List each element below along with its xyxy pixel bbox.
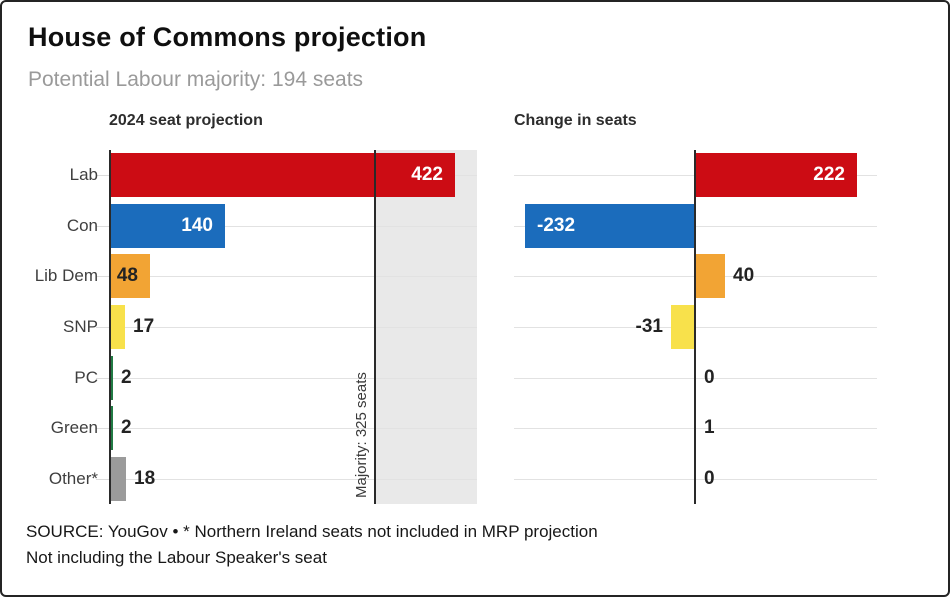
- bar-other: [111, 457, 126, 501]
- change-label-snp: -31: [635, 316, 663, 337]
- row-tick: [96, 327, 109, 328]
- category-label-other: Other*: [48, 469, 98, 488]
- change-label-pc: 0: [704, 367, 715, 388]
- footnote-text: Not including the Labour Speaker's seat: [26, 548, 327, 567]
- category-label-snp: SNP: [63, 317, 98, 336]
- category-label-green: Green: [50, 418, 98, 437]
- category-label-lab: Lab: [69, 165, 98, 184]
- change-label-lib-dem: 40: [733, 265, 755, 286]
- category-label-con: Con: [66, 216, 98, 235]
- left-chart-title: 2024 seat projection: [109, 112, 263, 129]
- gridline: [111, 276, 477, 277]
- page-subtitle: Potential Labour majority: 194 seats: [28, 68, 364, 91]
- gridline: [111, 327, 477, 328]
- value-label-snp: 17: [133, 316, 155, 337]
- value-label-green: 2: [121, 417, 132, 438]
- left-chart-axis: [109, 150, 111, 504]
- value-label-lib-dem: 48: [116, 265, 138, 286]
- value-label-lab: 422: [411, 164, 443, 185]
- row-tick: [96, 479, 109, 480]
- right-chart-axis: [694, 150, 696, 504]
- change-label-other: 0: [704, 468, 715, 489]
- gridline: [111, 226, 477, 227]
- bar-change-con: [525, 204, 694, 248]
- majority-line: [374, 150, 376, 504]
- bar-pc: [111, 356, 113, 400]
- majority-label: Majority: 325 seats: [353, 372, 370, 498]
- page-title: House of Commons projection: [28, 22, 427, 52]
- value-label-other: 18: [134, 468, 156, 489]
- category-label-pc: PC: [74, 368, 98, 387]
- right-chart-title: Change in seats: [514, 112, 637, 129]
- bar-lib-dem: [111, 254, 150, 298]
- gridline: [111, 479, 477, 480]
- row-tick: [96, 276, 109, 277]
- bar-snp: [111, 305, 125, 349]
- value-label-con: 140: [181, 215, 213, 236]
- change-label-con: -232: [537, 215, 576, 236]
- row-tick: [96, 226, 109, 227]
- row-tick: [96, 175, 109, 176]
- change-label-lab: 222: [813, 164, 845, 185]
- bar-con: [111, 204, 225, 248]
- row-tick: [96, 428, 109, 429]
- value-label-pc: 2: [121, 367, 132, 388]
- gridline: [111, 378, 477, 379]
- bar-green: [111, 406, 113, 450]
- change-label-green: 1: [704, 417, 715, 438]
- source-text: SOURCE: YouGov • * Northern Ireland seat…: [26, 522, 598, 541]
- bar-change-lib-dem: [696, 254, 725, 298]
- category-label-lib-dem: Lib Dem: [34, 266, 98, 285]
- gridline: [111, 428, 477, 429]
- bar-change-lab: [696, 153, 857, 197]
- bar-change-snp: [671, 305, 694, 349]
- bar-lab: [111, 153, 455, 197]
- row-tick: [96, 378, 109, 379]
